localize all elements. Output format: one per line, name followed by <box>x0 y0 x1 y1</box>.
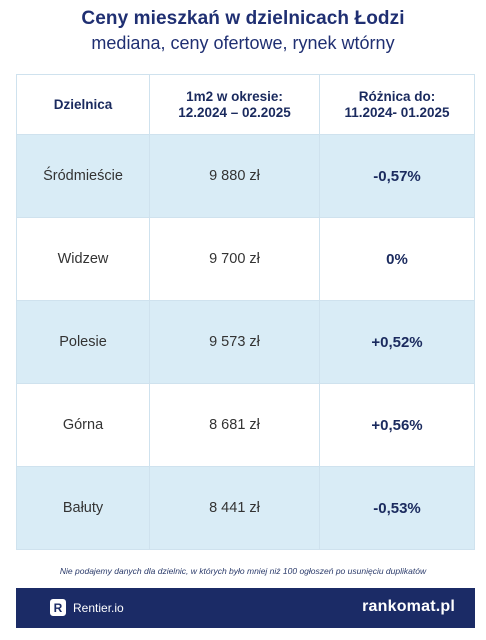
price-cell: 9 573 zł <box>150 301 320 383</box>
diff-cell: 0% <box>386 250 408 268</box>
column-header-diff: Różnica do: 11.2024- 01.2025 <box>320 75 474 134</box>
prices-table: Dzielnica 1m2 w okresie: 12.2024 – 02.20… <box>16 74 475 550</box>
page-subtitle: mediana, ceny ofertowe, rynek wtórny <box>91 33 395 53</box>
price-cell: 8 441 zł <box>150 467 320 549</box>
district-cell: Polesie <box>17 301 150 383</box>
column-header-price-line1: 1m2 w okresie: <box>186 88 283 104</box>
price-cell: 9 700 zł <box>150 218 320 300</box>
footer-bar: R Rentier.io rankomat.pl <box>16 588 475 628</box>
rentier-brand-text: Rentier.io <box>73 600 124 615</box>
table-row: Śródmieście 9 880 zł -0,57% <box>17 134 474 217</box>
column-header-district-label: Dzielnica <box>53 96 113 112</box>
column-header-price: 1m2 w okresie: 12.2024 – 02.2025 <box>150 75 320 134</box>
diff-cell: +0,56% <box>371 416 423 434</box>
district-cell: Widzew <box>17 218 150 300</box>
page-title: Ceny mieszkań w dzielnicach Łodzi <box>81 8 405 29</box>
price-cell: 9 880 zł <box>150 135 320 217</box>
diff-cell: +0,52% <box>371 333 423 351</box>
district-cell: Śródmieście <box>17 135 150 217</box>
price-cell: 8 681 zł <box>150 384 320 466</box>
column-header-price-line2: 12.2024 – 02.2025 <box>178 104 291 120</box>
table-row: Bałuty 8 441 zł -0,53% <box>17 466 474 549</box>
diff-cell: -0,57% <box>373 167 421 185</box>
table-header-row: Dzielnica 1m2 w okresie: 12.2024 – 02.20… <box>17 75 474 134</box>
column-header-diff-line1: Różnica do: <box>358 88 436 104</box>
diff-cell: -0,53% <box>373 499 421 517</box>
rankomat-logo: rankomat.pl <box>362 598 455 615</box>
footnote: Nie podajemy danych dla dzielnic, w któr… <box>59 566 427 576</box>
column-header-diff-line2: 11.2024- 01.2025 <box>344 104 450 120</box>
rentier-logo-icon: R <box>50 599 66 616</box>
table-row: Polesie 9 573 zł +0,52% <box>17 300 474 383</box>
table-row: Widzew 9 700 zł 0% <box>17 217 474 300</box>
table-row: Górna 8 681 zł +0,56% <box>17 383 474 466</box>
rentier-brand: R Rentier.io <box>50 599 124 616</box>
district-cell: Górna <box>17 384 150 466</box>
column-header-district: Dzielnica <box>17 75 150 134</box>
district-cell: Bałuty <box>17 467 150 549</box>
